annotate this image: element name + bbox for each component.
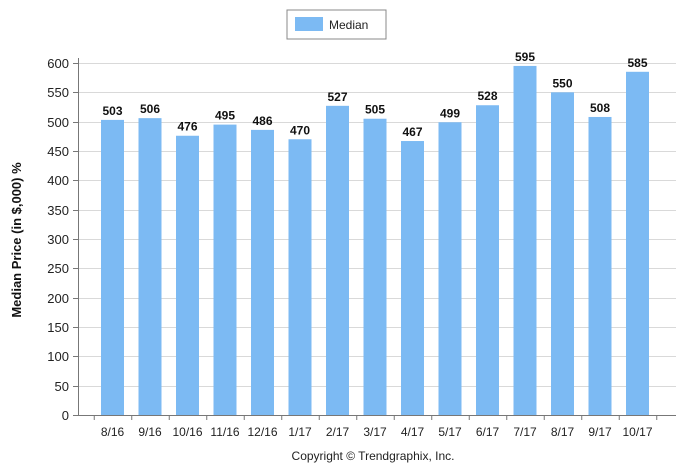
x-tick-label: 10/16 bbox=[172, 425, 202, 439]
y-tick-label: 550 bbox=[47, 85, 69, 100]
x-tick-label: 9/17 bbox=[588, 425, 612, 439]
copyright-text: Copyright © Trendgraphix, Inc. bbox=[292, 449, 455, 463]
bar-1-17 bbox=[288, 139, 312, 415]
bars bbox=[101, 65, 649, 416]
data-label: 595 bbox=[515, 50, 535, 64]
y-tick-label: 450 bbox=[47, 144, 69, 159]
data-label: 499 bbox=[440, 106, 460, 120]
y-tick-label: 600 bbox=[47, 56, 69, 71]
x-tick-label: 11/16 bbox=[210, 425, 239, 439]
x-tick-label: 3/17 bbox=[363, 425, 387, 439]
x-tick-label: 9/16 bbox=[138, 425, 162, 439]
bar-9-16 bbox=[138, 118, 162, 415]
x-tick-label: 2/17 bbox=[326, 425, 350, 439]
bar-2-17 bbox=[326, 105, 349, 416]
bar-4-17 bbox=[401, 141, 424, 415]
legend-swatch-median bbox=[295, 17, 323, 31]
x-tick-label: 12/16 bbox=[247, 425, 277, 439]
data-label: 486 bbox=[252, 114, 272, 128]
data-label: 476 bbox=[177, 120, 197, 134]
y-tick-label: 150 bbox=[47, 320, 69, 335]
legend-label-median: Median bbox=[329, 18, 368, 32]
y-tick-label: 300 bbox=[47, 232, 69, 247]
bar-7-17 bbox=[513, 65, 537, 415]
x-tick-label: 6/17 bbox=[476, 425, 500, 439]
y-tick-label: 250 bbox=[47, 261, 69, 276]
bar-12-16 bbox=[251, 129, 274, 415]
axes: 0 50 100 150 200 250 300 350 400 450 500 550 600 8/16… bbox=[47, 56, 676, 439]
data-label: 495 bbox=[215, 109, 235, 123]
data-label: 505 bbox=[365, 103, 385, 117]
x-tick-label: 7/17 bbox=[513, 425, 537, 439]
data-label: 503 bbox=[102, 104, 122, 118]
bar-11-16 bbox=[213, 124, 237, 415]
data-label: 467 bbox=[402, 125, 422, 139]
legend: Median bbox=[286, 9, 387, 40]
x-tick-label: 8/16 bbox=[101, 425, 125, 439]
x-tick-label: 4/17 bbox=[401, 425, 425, 439]
y-tick-label: 400 bbox=[47, 173, 69, 188]
bar-3-17 bbox=[363, 118, 387, 415]
x-tick-label: 5/17 bbox=[438, 425, 462, 439]
data-label: 508 bbox=[590, 101, 610, 115]
y-tick-label: 0 bbox=[62, 408, 69, 423]
data-label: 528 bbox=[477, 89, 497, 103]
y-tick-label: 50 bbox=[55, 379, 69, 394]
y-tick-label: 500 bbox=[47, 115, 69, 130]
y-tick-label: 100 bbox=[47, 349, 69, 364]
data-label: 585 bbox=[627, 56, 647, 70]
bar-8-16 bbox=[101, 119, 124, 415]
data-label: 550 bbox=[552, 76, 572, 90]
x-tick-label: 8/17 bbox=[551, 425, 575, 439]
bar-8-17 bbox=[551, 92, 574, 415]
bar-6-17 bbox=[476, 105, 499, 416]
bar-10-16 bbox=[176, 135, 199, 415]
bar-9-17 bbox=[588, 116, 612, 416]
data-label: 470 bbox=[290, 123, 310, 137]
bar-10-17 bbox=[626, 71, 649, 416]
y-axis-title: Median Price (in $,000) % bbox=[9, 162, 24, 318]
x-tick-label: 10/17 bbox=[622, 425, 652, 439]
data-labels: 503 506 476 495 486 470 527 505 467 499 528 595 550 5… bbox=[102, 50, 647, 139]
y-tick-label: 200 bbox=[47, 291, 69, 306]
x-tick-label: 1/17 bbox=[288, 425, 312, 439]
data-label: 527 bbox=[327, 90, 347, 104]
bar-5-17 bbox=[438, 122, 462, 416]
data-label: 506 bbox=[140, 102, 160, 116]
y-tick-label: 350 bbox=[47, 203, 69, 218]
